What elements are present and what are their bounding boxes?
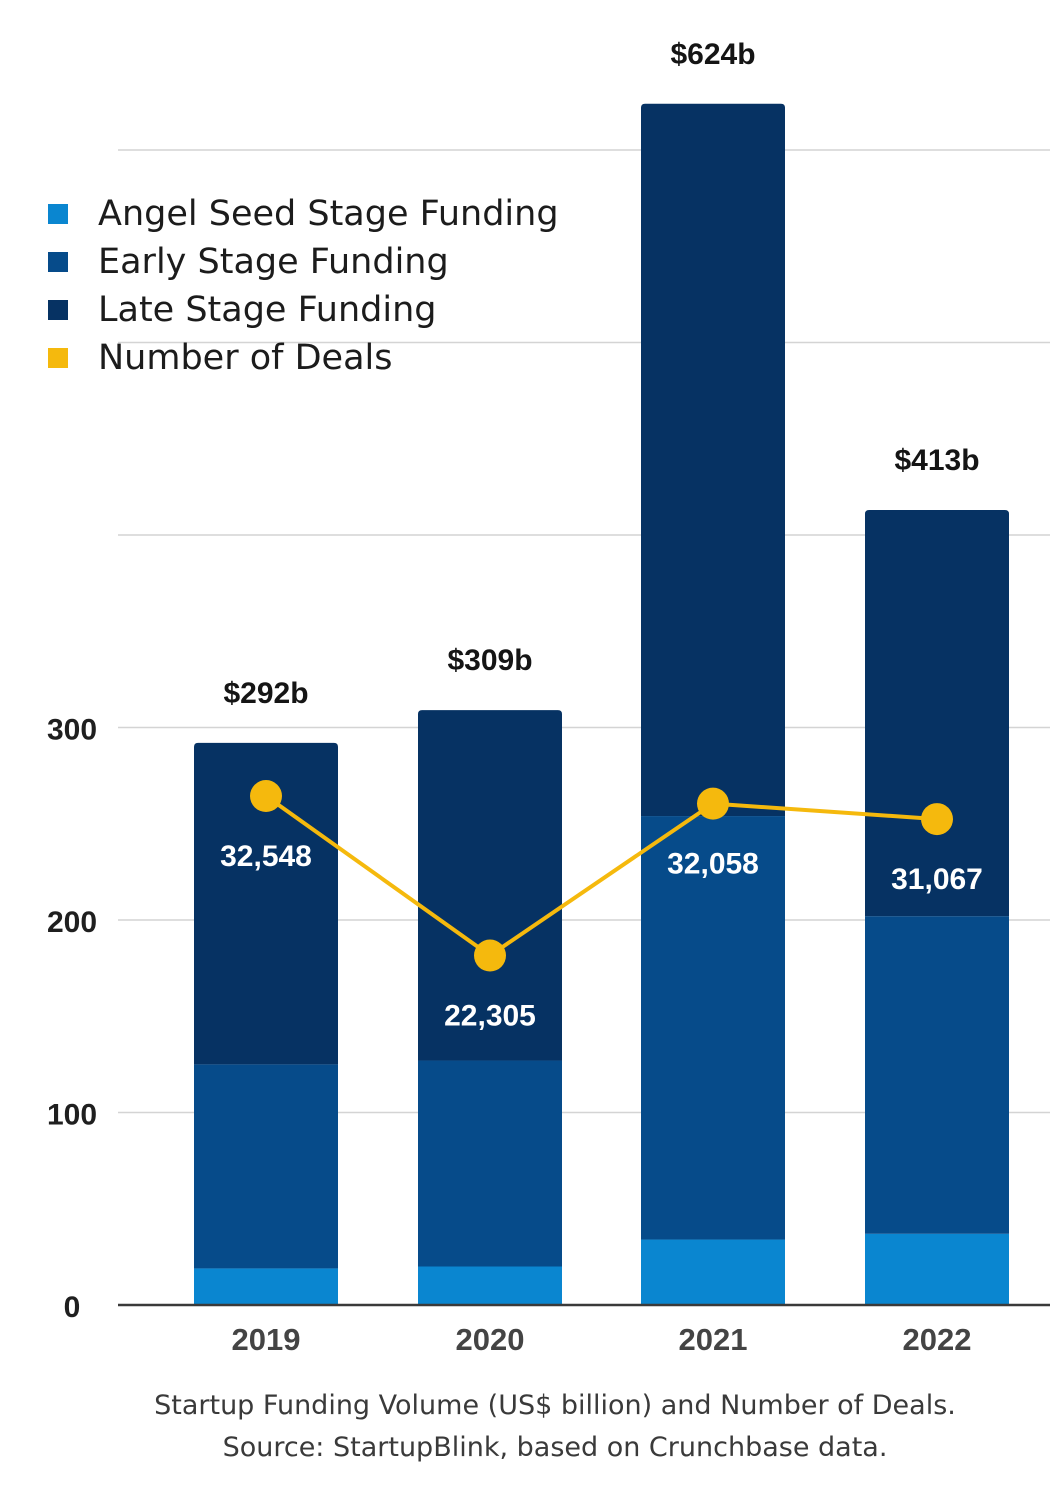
chart-caption: Startup Funding Volume (US$ billion) and… [0,1385,1050,1469]
legend-swatch-late-stage [48,300,68,320]
bar-total-label: $292b [223,677,308,710]
y-tick-label: 0 [64,1291,81,1324]
legend-item-number-of-deals: Number of Deals [48,334,559,382]
x-tick-label: 2022 [903,1322,972,1357]
legend-swatch-number-of-deals [48,348,68,368]
bar-segment [418,1060,562,1267]
deals-point [474,939,506,972]
x-tick-label: 2019 [232,1322,301,1357]
bar-segment [194,1268,338,1305]
legend-label-angel-seed: Angel Seed Stage Funding [98,194,559,234]
y-tick-label: 200 [47,906,97,939]
bar-segment [194,1064,338,1269]
legend-swatch-angel-seed [48,204,68,224]
legend-label-early-stage: Early Stage Funding [98,242,449,282]
legend-item-angel-seed: Angel Seed Stage Funding [48,190,559,238]
bar-total-label: $413b [894,444,979,477]
x-tick-label: 2020 [456,1322,525,1357]
bar-segment [641,1239,785,1305]
deals-point [921,803,953,836]
legend-label-number-of-deals: Number of Deals [98,338,393,378]
bar-segment [641,103,785,817]
deals-point [697,787,729,820]
y-tick-label: 300 [47,714,97,747]
bar-total-label: $624b [670,38,755,71]
legend-label-late-stage: Late Stage Funding [98,290,437,330]
deals-label: 31,067 [891,863,983,896]
x-tick-label: 2021 [679,1322,748,1357]
bar-total-label: $309b [447,644,532,677]
y-tick-label: 100 [47,1099,97,1132]
bar-segment [865,509,1009,917]
legend: Angel Seed Stage Funding Early Stage Fun… [48,190,559,382]
deals-label: 22,305 [444,1000,536,1033]
caption-line-1: Startup Funding Volume (US$ billion) and… [154,1390,956,1421]
caption-line-2: Source: StartupBlink, based on Crunchbas… [222,1432,888,1463]
deals-label: 32,058 [667,848,759,881]
bar-segment [865,916,1009,1234]
deals-point [250,780,282,813]
bar-segment [418,1266,562,1305]
deals-line [264,794,938,958]
bar-segment [418,710,562,1061]
bar-segment [865,1233,1009,1305]
legend-item-late-stage: Late Stage Funding [48,286,559,334]
deals-label: 32,548 [220,840,312,873]
legend-swatch-early-stage [48,252,68,272]
legend-item-early-stage: Early Stage Funding [48,238,559,286]
bar-segment [641,816,785,1240]
